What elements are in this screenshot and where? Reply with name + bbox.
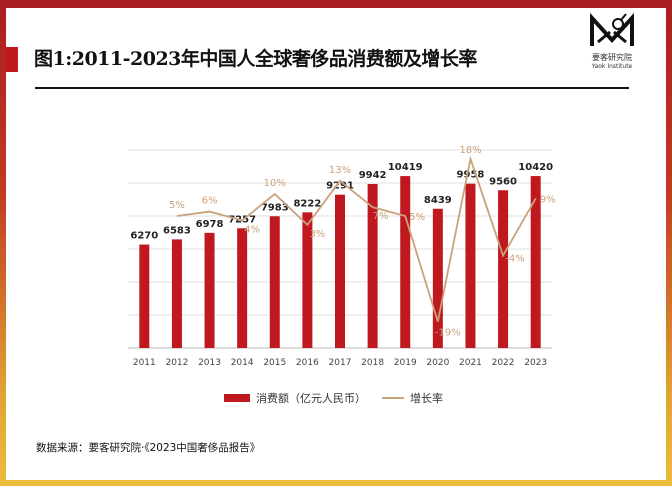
line-label: -4% <box>505 254 524 265</box>
logo: 要客研究院 Yaok Institute <box>582 12 642 70</box>
x-tick-label: 2023 <box>524 358 547 368</box>
growth-line <box>176 155 537 322</box>
bar <box>530 176 541 348</box>
bar-label: 8439 <box>424 195 452 206</box>
legend-bar-label: 消费额（亿元人民币） <box>256 392 366 405</box>
bar-label: 7983 <box>261 202 289 213</box>
legend-line-swatch <box>382 397 404 399</box>
bar-label: 6978 <box>196 219 224 230</box>
legend-line-label: 增长率 <box>410 392 443 405</box>
bar <box>269 216 280 348</box>
bar-label: 9958 <box>457 170 485 181</box>
bar-label: 6583 <box>163 225 191 236</box>
x-tick-label: 2011 <box>133 358 156 368</box>
legend-bar-swatch <box>224 394 250 402</box>
bar <box>204 232 215 348</box>
bar <box>302 212 313 348</box>
source-note: 数据来源：要客研究院·《2023中国奢侈品报告》 <box>36 442 261 454</box>
bar-label: 9942 <box>359 170 387 181</box>
x-tick-label: 2012 <box>165 358 188 368</box>
bar-label: 9291 <box>326 181 354 192</box>
x-tick-label: 2019 <box>394 358 417 368</box>
page-title: 图1:2011-2023年中国人全球奢侈品消费额及增长率 <box>34 48 477 70</box>
bar <box>171 239 182 348</box>
bar <box>367 183 378 348</box>
x-tick-label: 2021 <box>459 358 482 368</box>
line-label: 9% <box>540 194 556 205</box>
x-tick-label: 2016 <box>296 358 319 368</box>
x-tick-label: 2022 <box>492 358 515 368</box>
title-accent <box>6 47 18 72</box>
line-label: 3% <box>309 229 325 240</box>
line-label: 4% <box>244 224 260 235</box>
x-tick-label: 2013 <box>198 358 221 368</box>
legend: 消费额（亿元人民币） 增长率 <box>224 390 443 406</box>
x-tick-label: 2017 <box>329 358 352 368</box>
title-divider <box>35 87 629 89</box>
bar-label: 10420 <box>518 162 553 173</box>
bar-label: 8222 <box>293 198 321 209</box>
line-label: 5% <box>169 200 185 211</box>
line-label: 10% <box>264 178 286 189</box>
bar-label: 6270 <box>130 231 158 242</box>
bar <box>498 190 509 348</box>
bar <box>432 208 443 348</box>
bar <box>139 244 150 348</box>
bar <box>400 176 411 348</box>
bar-label: 9560 <box>489 176 517 187</box>
x-tick-label: 2014 <box>231 358 254 368</box>
logo-text-cn: 要客研究院 <box>592 53 632 62</box>
x-tick-label: 2018 <box>361 358 384 368</box>
bar <box>335 194 345 348</box>
logo-text-en: Yaok Institute <box>591 63 633 70</box>
line-label: 6% <box>202 196 218 207</box>
line-label: 13% <box>329 165 351 176</box>
bar <box>237 228 248 348</box>
line-label: 5% <box>409 212 425 223</box>
line-label: 18% <box>459 145 481 156</box>
x-tick-label: 2020 <box>426 358 449 368</box>
bar-label: 10419 <box>388 162 423 173</box>
x-tick-label: 2015 <box>263 358 286 368</box>
logo-mark-icon <box>590 12 634 46</box>
line-label: 7% <box>373 211 389 222</box>
line-label: -19% <box>435 328 461 339</box>
bar <box>465 183 476 348</box>
